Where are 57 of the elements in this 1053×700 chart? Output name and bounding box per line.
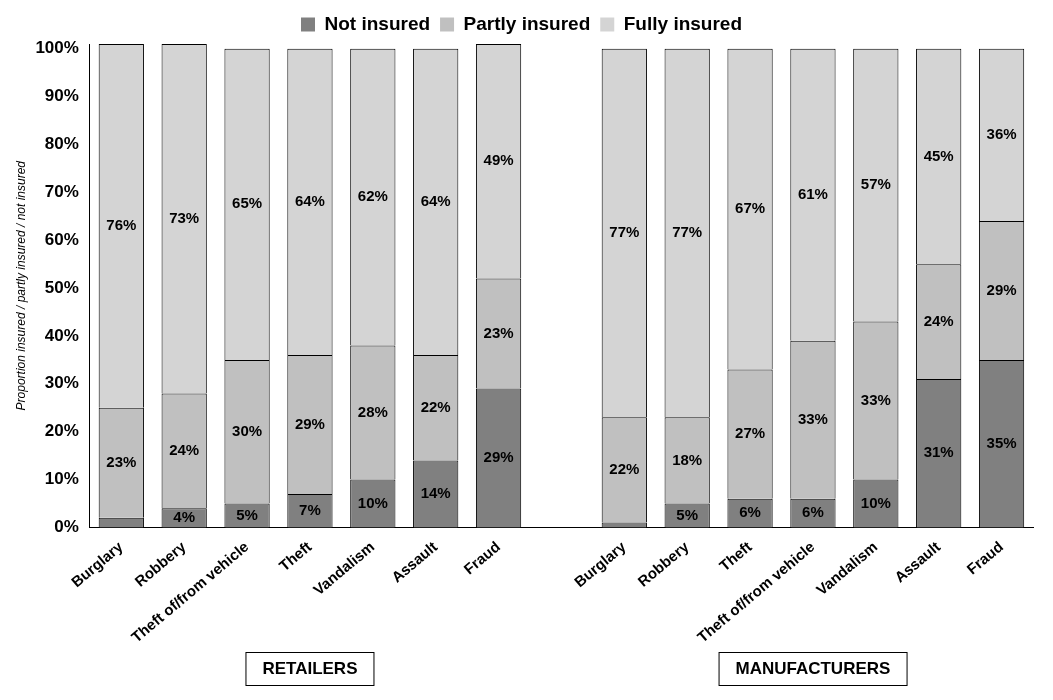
data-label: 22% [420, 397, 451, 415]
data-label: 29% [294, 414, 325, 432]
data-label: 76% [106, 216, 137, 234]
y-axis-title: Proportion insured / partly insured / not insured [13, 160, 28, 411]
y-tick-label: 20% [44, 421, 79, 441]
y-tick-label: 100% [35, 38, 79, 58]
data-label: 64% [420, 192, 451, 210]
data-label: 5% [676, 505, 699, 523]
data-label: 45% [923, 146, 954, 164]
data-label: 77% [672, 223, 703, 241]
y-tick-label: 70% [44, 182, 79, 202]
y-tick-label: 60% [44, 229, 79, 249]
data-label: 36% [986, 125, 1017, 143]
data-label: 18% [672, 450, 703, 468]
y-tick-label: 50% [44, 277, 79, 297]
data-label: 10% [357, 493, 388, 511]
y-tick-label: 0% [54, 517, 79, 537]
legend-label: Partly insured [463, 12, 591, 34]
legend-label: Not insured [324, 12, 431, 34]
y-tick-label: 40% [44, 325, 79, 345]
data-label: 29% [483, 448, 514, 466]
y-tick-label: 30% [44, 373, 79, 393]
data-label: 65% [232, 194, 263, 212]
data-label: 4% [173, 507, 196, 525]
data-label: 31% [923, 443, 954, 461]
data-label: 24% [923, 311, 954, 329]
data-label: 61% [797, 184, 828, 202]
data-label: 6% [802, 503, 824, 521]
data-label: 23% [106, 452, 137, 470]
data-label: 23% [483, 323, 514, 341]
data-label: 35% [986, 433, 1017, 451]
data-label: 24% [169, 440, 200, 458]
data-label: 49% [483, 151, 514, 169]
text: MANUFACTURERS [718, 652, 908, 686]
data-label: 33% [860, 390, 891, 408]
data-label: 57% [860, 175, 891, 193]
y-tick-label: 10% [44, 469, 79, 489]
data-label: 29% [986, 280, 1017, 298]
data-label: 14% [420, 484, 451, 502]
data-label: 6% [739, 503, 761, 521]
data-label: 62% [357, 187, 388, 205]
y-tick-label: 90% [44, 86, 79, 106]
legend-label: Fully insured [623, 12, 743, 34]
data-label: 33% [797, 409, 828, 427]
data-label: 73% [169, 208, 200, 226]
data-label: 30% [232, 421, 263, 439]
data-label: 67% [735, 199, 766, 217]
data-label: 64% [294, 192, 325, 210]
text: RETAILERS [245, 652, 375, 686]
y-tick-label: 80% [44, 134, 79, 154]
data-label: 5% [236, 505, 258, 523]
data-label: 10% [860, 493, 891, 511]
data-label: 7% [299, 500, 321, 518]
data-label: 27% [735, 424, 766, 442]
data-label: 22% [609, 460, 640, 478]
data-label: 77% [609, 223, 640, 241]
data-label: 28% [357, 402, 388, 420]
